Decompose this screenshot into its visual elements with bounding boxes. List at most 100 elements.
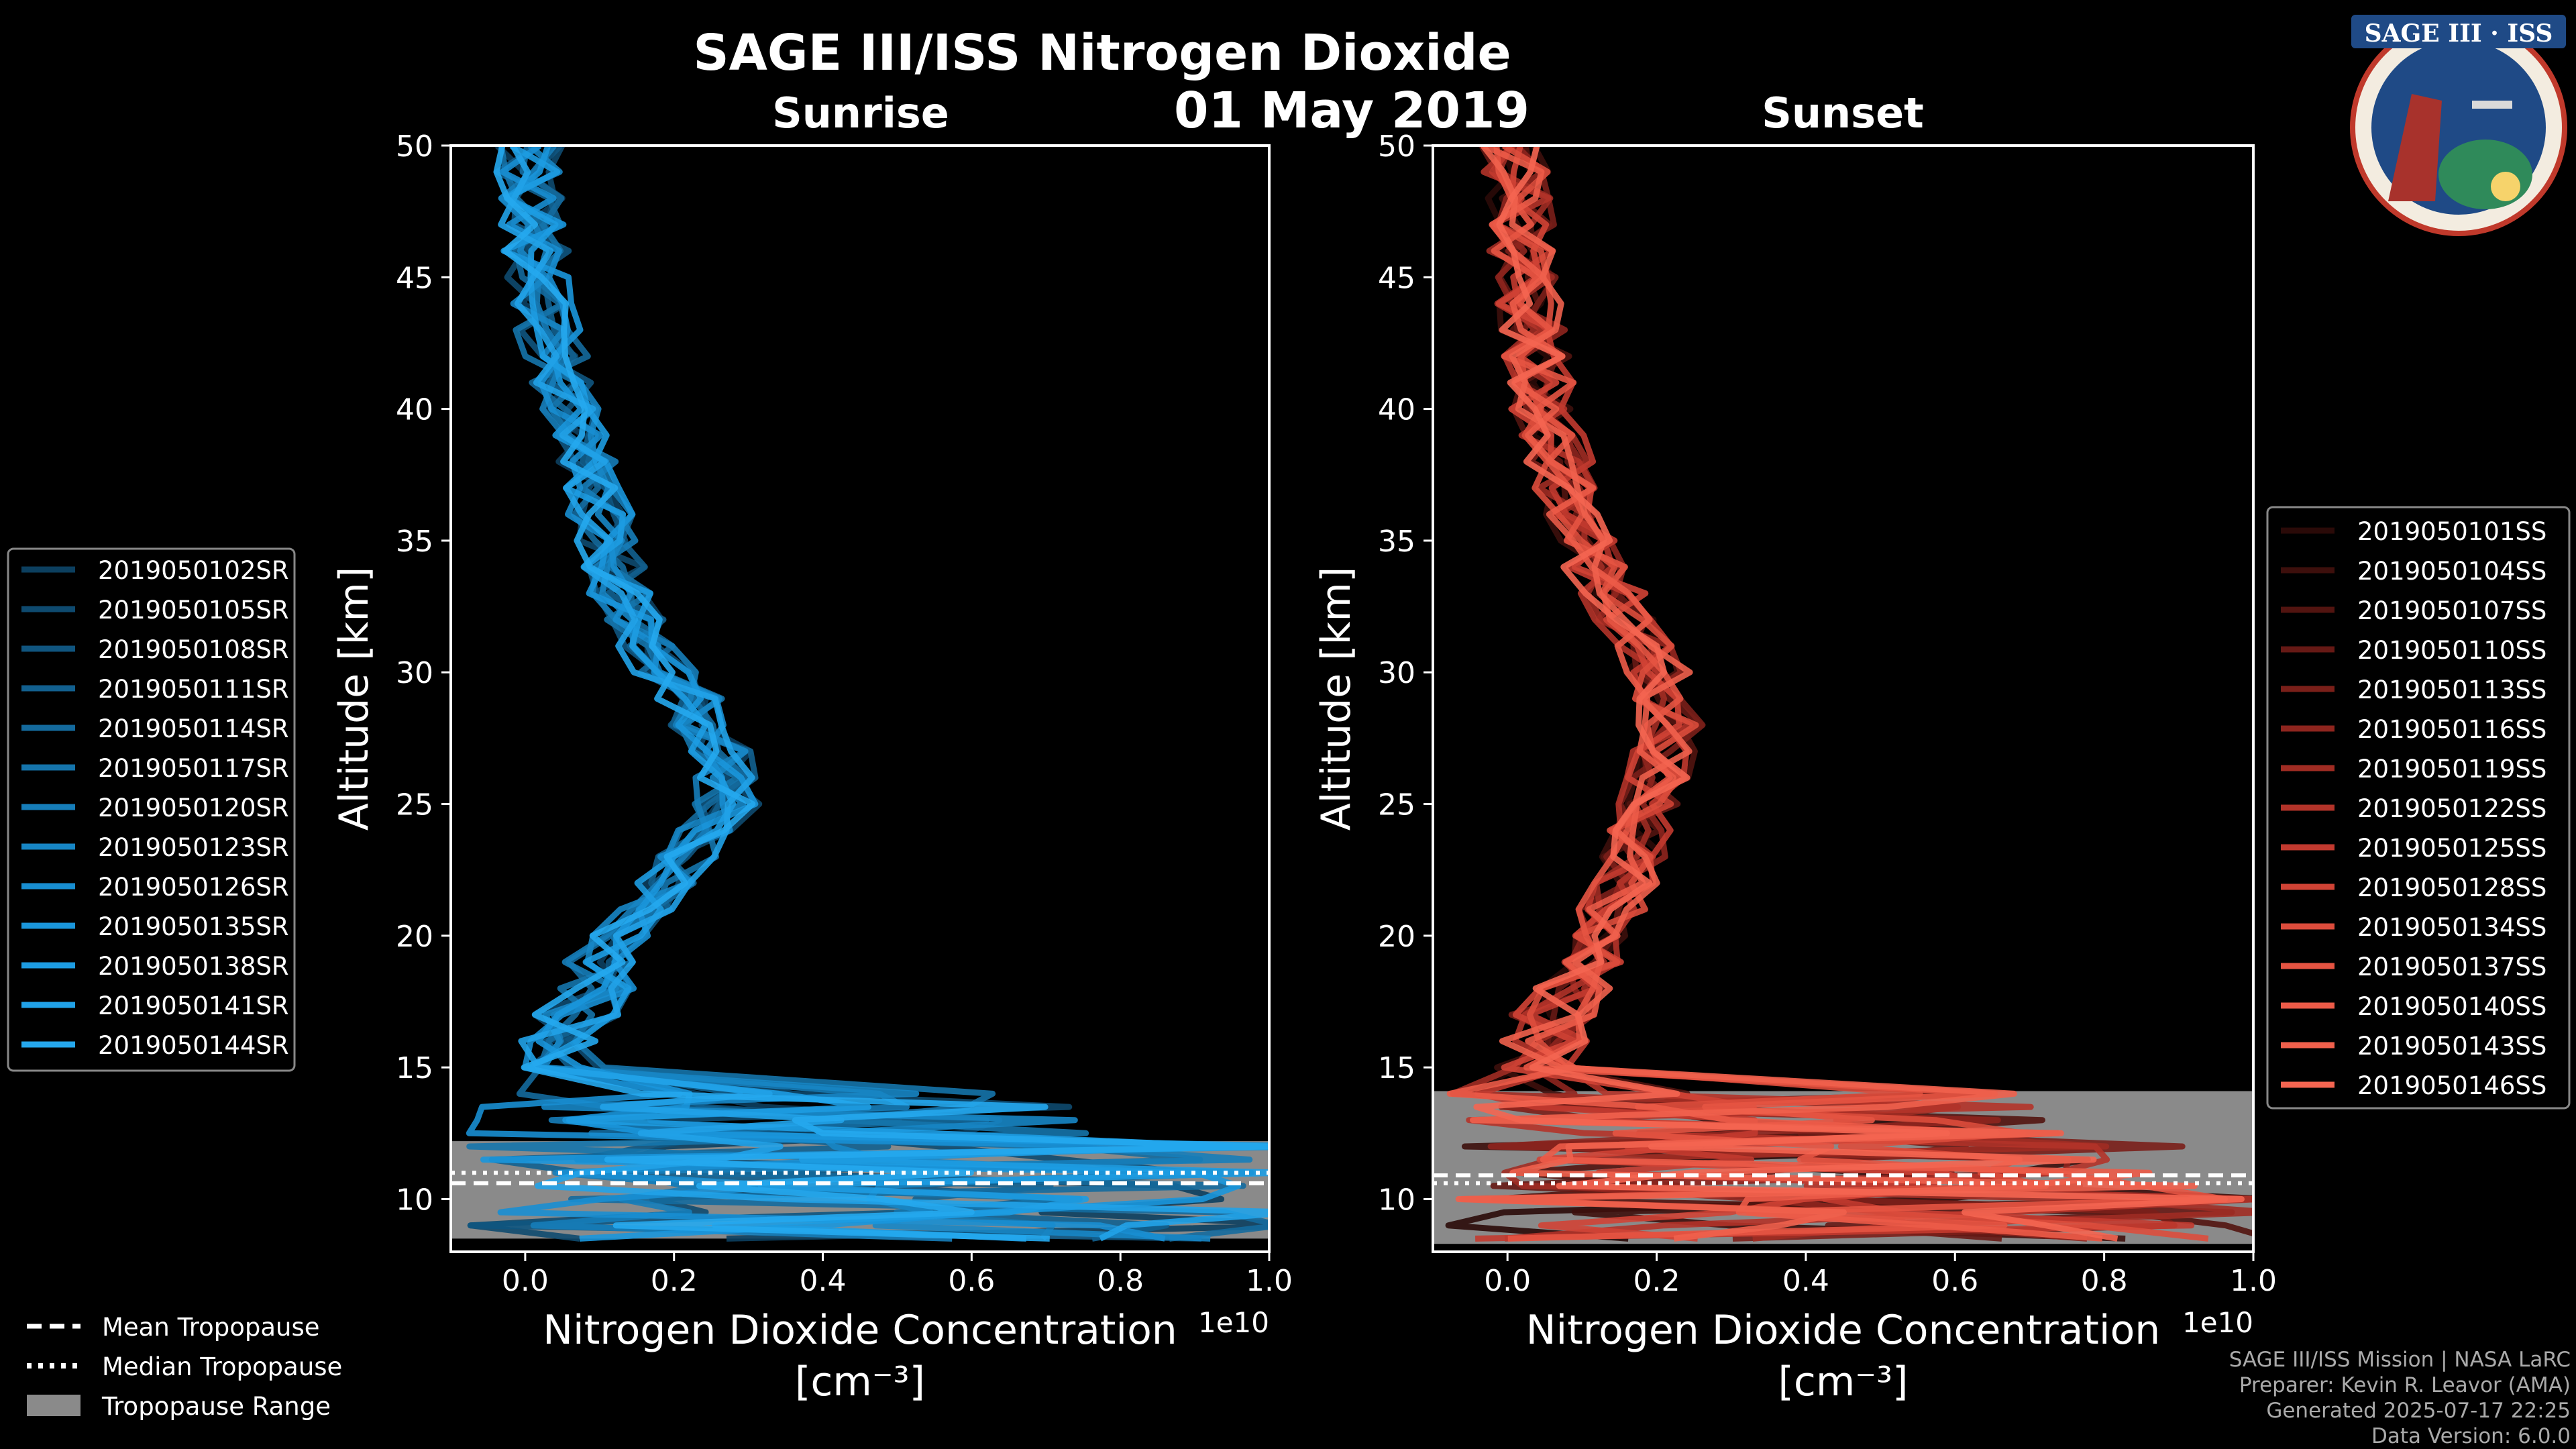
mean-tropopause-label: Mean Tropopause	[102, 1313, 320, 1342]
sunrise-xtick-label: 0.6	[948, 1264, 995, 1298]
credit-generated: Generated 2025-07-17 22:25	[2266, 1399, 2571, 1423]
sunset-xtick-label: 0.6	[1931, 1264, 1978, 1298]
sunset-title: Sunset	[1762, 89, 1924, 138]
sunrise-ytick-label: 50	[396, 129, 433, 164]
sunset-xtick-label: 0.8	[2081, 1264, 2128, 1298]
sunset-legend-label: 2019050134SS	[2357, 913, 2546, 942]
sunset-ylabel: Altitude [km]	[1313, 567, 1360, 831]
sunrise-ytick-label: 25	[396, 788, 433, 822]
sunrise-legend-label: 2019050102SR	[98, 556, 289, 585]
median-tropopause-label: Median Tropopause	[102, 1352, 342, 1381]
sunset-legend-label: 2019050113SS	[2357, 676, 2546, 704]
sunset-ytick-label: 25	[1378, 788, 1415, 822]
sunrise-xtick-label: 0.0	[502, 1264, 549, 1298]
sunset-xlabel-units: [cm⁻³]	[1778, 1358, 1909, 1405]
sunrise-xtick-label: 0.8	[1097, 1264, 1144, 1298]
sunrise-x-offset-label: 1e10	[1198, 1306, 1269, 1339]
sunrise-xtick-label: 0.4	[800, 1264, 847, 1298]
logo-earth	[2438, 140, 2532, 209]
sunset-ytick-label: 35	[1378, 525, 1415, 559]
sunset-ytick-label: 10	[1378, 1183, 1415, 1217]
sunset-panel: Sunset 0.0 0.2 0.4 0.6 0.8 1.0 10 15 20 25 30 35 40 4…	[1313, 89, 2277, 1405]
tropopause-legend: Mean Tropopause Median Tropopause Tropop…	[27, 1313, 342, 1421]
sunset-ytick-label: 40	[1378, 393, 1415, 427]
sunrise-legend-label: 2019050144SR	[98, 1031, 289, 1060]
logo-station	[2472, 101, 2512, 109]
sunrise-legend-label: 2019050111SR	[98, 675, 289, 704]
sunset-legend-label: 2019050146SS	[2357, 1071, 2546, 1100]
sunrise-panel: Sunrise 0.0 0.2 0.4 0.6 0.8 1.0 10 15 20 25 30 35 40…	[331, 89, 1293, 1405]
sunset-ytick-label: 15	[1378, 1051, 1415, 1085]
credit-preparer: Preparer: Kevin R. Leavor (AMA)	[2239, 1373, 2571, 1397]
sunrise-profile-2019050141SR	[498, 146, 1269, 1242]
sunset-legend-label: 2019050104SS	[2357, 557, 2546, 586]
tropopause-range-swatch	[27, 1395, 80, 1416]
tropopause-range-label: Tropopause Range	[101, 1392, 331, 1421]
sunrise-legend-label: 2019050114SR	[98, 714, 289, 743]
sunrise-ytick-label: 20	[396, 920, 433, 954]
credits: SAGE III/ISS Mission | NASA LaRC Prepare…	[2229, 1348, 2571, 1448]
sunrise-legend-label: 2019050135SR	[98, 912, 289, 941]
sunrise-ytick-label: 45	[396, 261, 433, 295]
sunrise-xtick-label: 0.2	[651, 1264, 698, 1298]
sunset-xlabel: Nitrogen Dioxide Concentration	[1526, 1307, 2161, 1354]
sunrise-xlabel: Nitrogen Dioxide Concentration	[543, 1307, 1177, 1354]
sunrise-xtick-label: 1.0	[1246, 1264, 1293, 1298]
sunset-legend-label: 2019050128SS	[2357, 873, 2546, 902]
sunrise-legend-label: 2019050123SR	[98, 833, 289, 862]
sunset-legend-label: 2019050122SS	[2357, 794, 2546, 823]
sunset-legend-label: 2019050110SS	[2357, 636, 2546, 665]
sunset-xtick-label: 0.4	[1782, 1264, 1829, 1298]
sunrise-legend-label: 2019050105SR	[98, 596, 289, 625]
sunset-ytick-label: 30	[1378, 656, 1415, 690]
sunset-ytick-label: 45	[1378, 261, 1415, 295]
logo-name: SAGE III · ISS	[2365, 19, 2553, 48]
sunrise-legend-label: 2019050141SR	[98, 991, 289, 1020]
sunset-legend-label: 2019050101SS	[2357, 517, 2546, 546]
sunset-legend-frame	[2266, 506, 2571, 1110]
figure-title: SAGE III/ISS Nitrogen Dioxide	[693, 24, 1511, 82]
sunrise-ylabel: Altitude [km]	[331, 567, 378, 831]
sunrise-profile-2019050135SR	[480, 146, 1269, 1242]
sunset-xtick-label: 1.0	[2230, 1264, 2277, 1298]
logo-banner	[2351, 15, 2566, 48]
sunset-legend-label: 2019050143SS	[2357, 1032, 2546, 1061]
sunset-xtick-label: 0.2	[1633, 1264, 1680, 1298]
sunset-legend-label: 2019050137SS	[2357, 953, 2546, 981]
sunset-legend-label: 2019050125SS	[2357, 834, 2546, 863]
sunrise-legend: 2019050102SR 2019050105SR 2019050108SR 2019…	[7, 547, 296, 1072]
figure-date: 01 May 2019	[1174, 82, 1529, 140]
sunset-legend-label: 2019050107SS	[2357, 596, 2546, 625]
credit-version: Data Version: 6.0.0	[2371, 1424, 2571, 1448]
sunset-ytick-label: 50	[1378, 129, 1415, 164]
sunset-legend-label: 2019050116SS	[2357, 715, 2546, 744]
sage-iii-iss-logo: SAGE III · ISS	[2350, 15, 2567, 236]
sunrise-legend-label: 2019050138SR	[98, 952, 289, 981]
sunset-axes-frame	[1432, 144, 2255, 1253]
sunset-ytick-label: 20	[1378, 920, 1415, 954]
sunset-legend: 2019050101SS 2019050104SS 2019050107SS 2019…	[2266, 506, 2571, 1110]
sunrise-ytick-label: 10	[396, 1183, 433, 1217]
sunset-profile-2019050146SS	[1473, 146, 2245, 1242]
sunrise-ytick-label: 30	[396, 656, 433, 690]
sunrise-axes-frame	[449, 144, 1271, 1253]
sunset-legend-label: 2019050119SS	[2357, 755, 2546, 784]
sunset-profile-2019050137SS	[1491, 146, 2229, 1242]
sunrise-xlabel-units: [cm⁻³]	[795, 1358, 925, 1405]
credit-mission: SAGE III/ISS Mission | NASA LaRC	[2229, 1348, 2571, 1372]
sunset-legend-label: 2019050140SS	[2357, 992, 2546, 1021]
sunrise-legend-frame	[7, 547, 296, 1072]
sunrise-legend-label: 2019050126SR	[98, 873, 289, 902]
sunrise-ytick-label: 15	[396, 1051, 433, 1085]
sunrise-legend-label: 2019050117SR	[98, 754, 289, 783]
logo-figure	[2388, 94, 2442, 201]
sunrise-ytick-label: 35	[396, 525, 433, 559]
logo-sun	[2491, 172, 2520, 201]
sunset-x-offset-label: 1e10	[2182, 1306, 2253, 1339]
sunrise-profile-2019050144SR	[493, 146, 1269, 1242]
sunset-xtick-label: 0.0	[1484, 1264, 1531, 1298]
sunrise-legend-label: 2019050108SR	[98, 635, 289, 664]
sunrise-ytick-label: 40	[396, 393, 433, 427]
sunrise-legend-label: 2019050120SR	[98, 794, 289, 822]
